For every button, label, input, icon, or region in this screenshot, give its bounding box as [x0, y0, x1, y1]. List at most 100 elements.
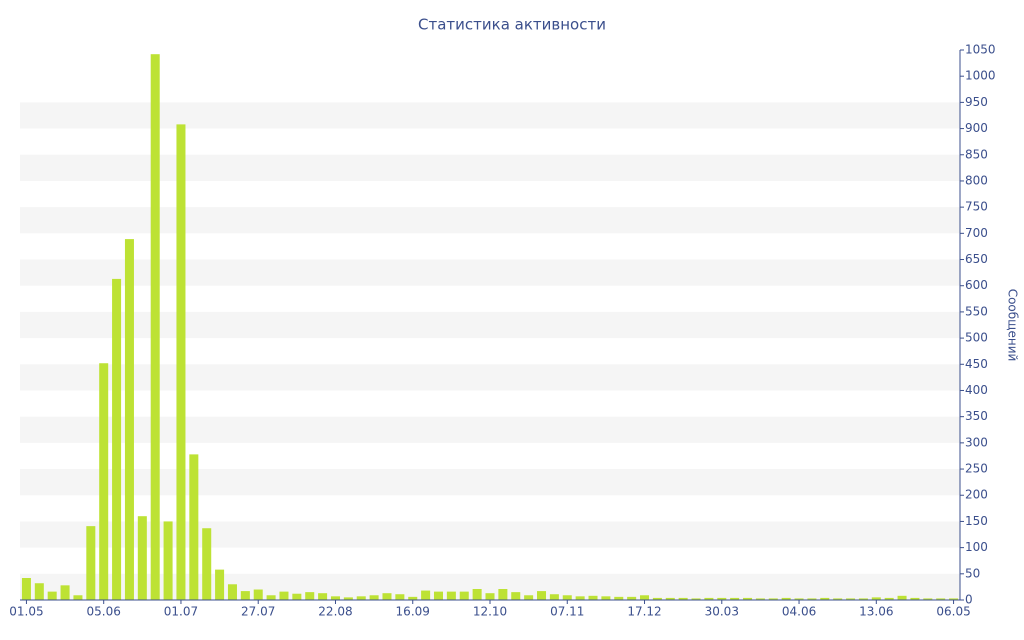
bar [330, 596, 340, 600]
bar [99, 363, 109, 600]
bar [163, 521, 173, 600]
x-tick-label: 13.06 [859, 605, 893, 619]
x-tick-label: 12.10 [473, 605, 507, 619]
bar [768, 598, 778, 600]
y-tick-label: 950 [965, 95, 988, 109]
bar [369, 595, 379, 600]
x-tick-label: 01.07 [164, 605, 198, 619]
bar [433, 591, 443, 600]
bar [408, 596, 418, 600]
x-tick-label: 05.06 [87, 605, 121, 619]
bar [871, 597, 881, 600]
bar [73, 595, 83, 600]
grid-band [20, 521, 960, 548]
bar [794, 598, 804, 600]
bar [562, 595, 572, 600]
x-tick-label: 01.05 [9, 605, 43, 619]
bar [21, 578, 31, 600]
x-tick-label: 27.07 [241, 605, 275, 619]
bar [421, 590, 431, 600]
y-tick-label: 450 [965, 357, 988, 371]
bar [884, 597, 894, 600]
x-tick-label: 22.08 [318, 605, 352, 619]
bar [176, 124, 186, 600]
x-tick-label: 30.03 [705, 605, 739, 619]
bar [318, 593, 328, 600]
x-tick-label: 16.09 [396, 605, 430, 619]
y-tick-label: 600 [965, 278, 988, 292]
y-tick-label: 200 [965, 488, 988, 502]
bar [730, 597, 740, 600]
bar [524, 595, 534, 600]
bar [537, 591, 547, 600]
bar [652, 597, 662, 600]
y-tick-label: 1050 [965, 43, 996, 57]
y-tick-label: 550 [965, 304, 988, 318]
bar [678, 597, 688, 600]
grid-band [20, 102, 960, 129]
bar [627, 596, 637, 600]
bar [279, 591, 289, 600]
bar [253, 589, 263, 600]
bar [189, 454, 199, 600]
bar [459, 591, 469, 600]
y-axis-label: Сообщений [1006, 289, 1020, 362]
bar [511, 592, 521, 600]
bar [472, 589, 482, 600]
bar [266, 595, 276, 600]
bar [614, 596, 624, 600]
bar [382, 593, 392, 600]
y-tick-label: 650 [965, 252, 988, 266]
grid-band [20, 259, 960, 286]
bar [923, 598, 933, 600]
y-tick-label: 0 [965, 593, 973, 607]
bar [356, 596, 366, 600]
y-tick-label: 1000 [965, 69, 996, 83]
grid-band [20, 154, 960, 181]
y-tick-label: 850 [965, 147, 988, 161]
bar [395, 594, 405, 600]
y-tick-label: 250 [965, 462, 988, 476]
bar [691, 598, 701, 600]
bar [949, 598, 959, 600]
x-tick-label: 17.12 [627, 605, 661, 619]
bar [820, 597, 830, 600]
grid-band [20, 364, 960, 391]
bar [704, 597, 714, 600]
bar [47, 591, 57, 600]
bar [446, 591, 456, 600]
bar [743, 597, 753, 600]
bar [202, 528, 212, 600]
bar [292, 593, 302, 600]
bar [665, 597, 675, 600]
bar [343, 597, 353, 600]
bar [240, 591, 250, 600]
bar [124, 239, 134, 600]
y-tick-label: 900 [965, 121, 988, 135]
bar [215, 569, 225, 600]
y-tick-label: 150 [965, 514, 988, 528]
grid-band [20, 311, 960, 339]
y-tick-label: 700 [965, 226, 988, 240]
bar [717, 597, 727, 600]
bar [846, 598, 856, 600]
bar [86, 526, 96, 600]
bar [150, 54, 160, 600]
bar [575, 596, 585, 600]
chart-title: Статистика активности [418, 16, 606, 34]
bar [498, 589, 508, 600]
grid-band [20, 207, 960, 234]
bar [549, 594, 559, 600]
bar [34, 583, 44, 600]
bar [640, 595, 650, 600]
y-tick-label: 500 [965, 331, 988, 345]
y-tick-label: 800 [965, 173, 988, 187]
y-tick-label: 750 [965, 200, 988, 214]
bar [807, 598, 817, 600]
x-tick-label: 06.05 [936, 605, 970, 619]
bar [112, 278, 122, 600]
bar [755, 598, 765, 600]
y-tick-label: 400 [965, 383, 988, 397]
y-tick-label: 100 [965, 540, 988, 554]
